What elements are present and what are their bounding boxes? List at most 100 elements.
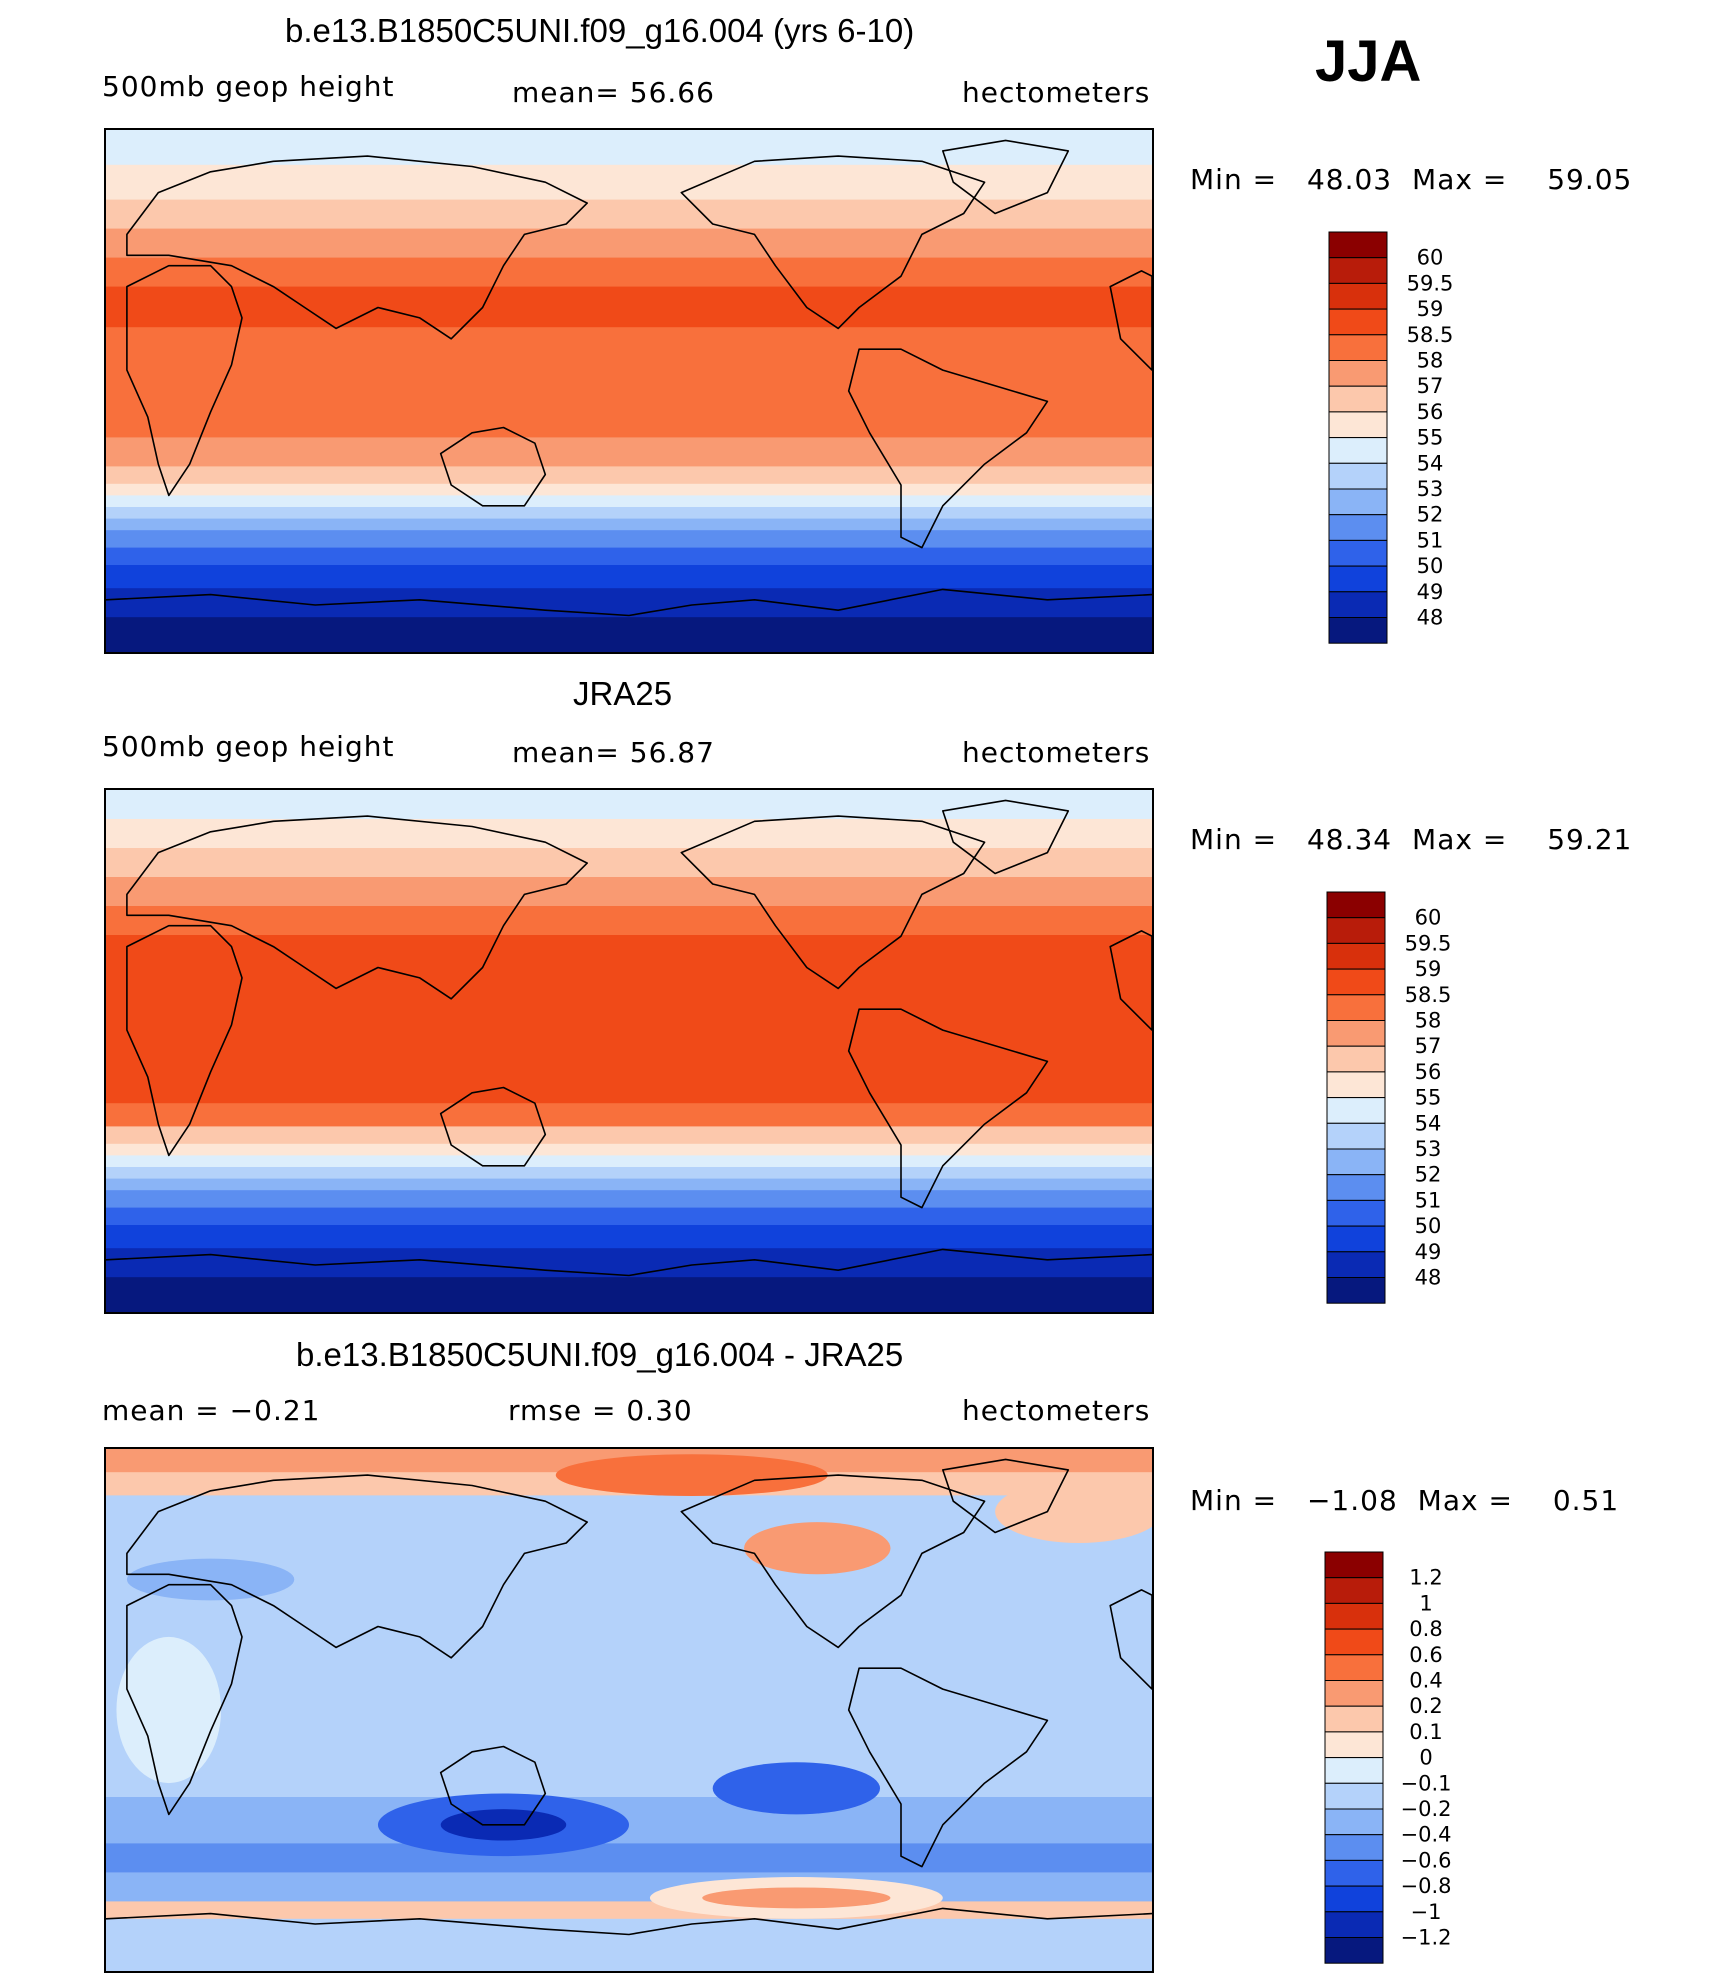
coastline bbox=[1109, 1589, 1152, 1690]
colorbar-tick-label: 52 bbox=[1417, 503, 1444, 527]
min-text: Min = bbox=[1190, 163, 1278, 196]
colorbar-swatch bbox=[1324, 1808, 1384, 1836]
colorbar-swatch bbox=[1326, 1020, 1386, 1047]
colorbar-swatch bbox=[1326, 1225, 1386, 1253]
map-contour-band bbox=[106, 327, 1152, 438]
map-contour-band bbox=[106, 199, 1152, 230]
coastline bbox=[1109, 270, 1152, 371]
colorbar-swatch bbox=[1326, 891, 1386, 919]
map-panel-obs bbox=[104, 788, 1154, 1314]
colorbar-tick-label: 48 bbox=[1417, 606, 1444, 630]
colorbar-tick-label: 56 bbox=[1415, 1060, 1442, 1084]
panel-rmse-label: rmse = 0.30 bbox=[508, 1394, 693, 1427]
coastline bbox=[680, 815, 986, 990]
colorbar-swatch bbox=[1324, 1551, 1384, 1579]
max-text: Max = bbox=[1417, 1484, 1513, 1517]
map-anomaly-region bbox=[744, 1522, 891, 1575]
map-contour-band bbox=[106, 164, 1152, 201]
colorbar-swatch bbox=[1328, 591, 1388, 618]
coastline bbox=[126, 155, 589, 340]
colorbar-tick-label: −0.2 bbox=[1401, 1797, 1452, 1821]
colorbar-tick-label: 55 bbox=[1415, 1086, 1442, 1110]
colorbar-swatch bbox=[1328, 282, 1388, 310]
colorbar-tick-label: −0.8 bbox=[1401, 1874, 1452, 1898]
colorbar-swatch bbox=[1328, 462, 1388, 490]
coastline bbox=[106, 1907, 1152, 1936]
map-contour-band bbox=[106, 1918, 1152, 1971]
map-svg bbox=[106, 130, 1152, 652]
colorbar-tick-label: 58.5 bbox=[1405, 983, 1452, 1007]
colorbar-tick-label: 53 bbox=[1417, 477, 1444, 501]
min-text: Min = bbox=[1190, 823, 1278, 856]
min-value: −1.08 bbox=[1306, 1484, 1398, 1517]
map-anomaly-region bbox=[702, 1887, 891, 1909]
map-contour-band bbox=[106, 1739, 1152, 1798]
colorbar-tick-label: 58.5 bbox=[1407, 323, 1454, 347]
map-contour-band bbox=[106, 617, 1152, 652]
colorbar-tick-label: 54 bbox=[1417, 451, 1444, 475]
colorbar-swatch bbox=[1328, 437, 1388, 464]
map-contour-band bbox=[106, 1155, 1152, 1168]
map-contour-band bbox=[106, 1872, 1152, 1902]
min-text: Min = bbox=[1190, 1484, 1278, 1517]
max-text: Max = bbox=[1412, 823, 1508, 856]
map-contour-band bbox=[106, 819, 1152, 849]
map-contour-band bbox=[106, 906, 1152, 936]
coastline bbox=[847, 1008, 1049, 1209]
min-max-readout: Min = 48.03 Max = 59.05 bbox=[1190, 163, 1632, 196]
map-contour-band bbox=[106, 1248, 1152, 1278]
map-panel-model bbox=[104, 128, 1154, 654]
coastline bbox=[106, 588, 1152, 617]
coastline bbox=[126, 1583, 243, 1816]
colorbar-tick-label: 59.5 bbox=[1405, 931, 1452, 955]
coastline bbox=[126, 264, 243, 497]
panel-mean-label: mean= 56.66 bbox=[512, 76, 715, 109]
coastline bbox=[439, 1086, 547, 1167]
colorbar-tick-label: 59.5 bbox=[1407, 271, 1454, 295]
map-contour-band bbox=[106, 1190, 1152, 1209]
colorbar-swatch bbox=[1328, 308, 1388, 336]
panel-units-label: hectometers bbox=[962, 736, 1151, 769]
colorbar-swatch bbox=[1326, 1277, 1386, 1304]
coastline bbox=[941, 139, 1070, 215]
map-contour-band bbox=[106, 530, 1152, 549]
min-value: 48.03 bbox=[1306, 163, 1393, 196]
coastline bbox=[680, 1474, 986, 1649]
colorbar-swatch bbox=[1324, 1680, 1384, 1707]
coastline bbox=[1109, 930, 1152, 1031]
colorbar-tick-label: 50 bbox=[1415, 1214, 1442, 1238]
colorbar-model: 60 59.5 59 58.5 58 57 56 55 54 53 52 51 50 49 48 bbox=[1328, 230, 1468, 644]
map-contour-band bbox=[106, 877, 1152, 907]
colorbar-swatch bbox=[1328, 411, 1388, 439]
map-contour-band bbox=[106, 1797, 1152, 1844]
panel-variable-label: 500mb geop height bbox=[102, 730, 395, 763]
colorbar-tick-label: 55 bbox=[1417, 426, 1444, 450]
colorbar-tick-label: 56 bbox=[1417, 400, 1444, 424]
colorbar-swatch bbox=[1328, 617, 1388, 644]
map-anomaly-region bbox=[712, 1762, 881, 1815]
panel-units-label: hectometers bbox=[962, 1394, 1151, 1427]
map-contour-band bbox=[106, 437, 1152, 467]
map-contour-band bbox=[106, 935, 1152, 977]
colorbar-diff: 1.2 1 0.8 0.6 0.4 0.2 0.1 0 −0.1 −0.2 −0.4 −0.6 −0.8… bbox=[1324, 1550, 1474, 1964]
panel-title-model: b.e13.B1850C5UNI.f09_g16.004 (yrs 6-10) bbox=[285, 12, 915, 49]
colorbar-tick-label: 0.8 bbox=[1409, 1617, 1442, 1641]
colorbar-tick-label: 1 bbox=[1419, 1591, 1432, 1615]
panel-mean-label: mean = −0.21 bbox=[102, 1394, 321, 1427]
colorbar-tick-label: 58 bbox=[1417, 349, 1444, 373]
colorbar-tick-label: 0.2 bbox=[1409, 1694, 1442, 1718]
colorbar-swatch bbox=[1328, 539, 1388, 567]
colorbar-tick-label: −0.1 bbox=[1401, 1771, 1452, 1795]
colorbar-tick-label: 51 bbox=[1415, 1188, 1442, 1212]
map-contour-band bbox=[106, 495, 1152, 508]
season-label: JJA bbox=[1315, 29, 1422, 94]
colorbar-swatch bbox=[1326, 1045, 1386, 1073]
colorbar-swatch bbox=[1324, 1602, 1384, 1630]
colorbar-tick-label: 51 bbox=[1417, 528, 1444, 552]
colorbar-swatch bbox=[1326, 1122, 1386, 1150]
colorbar-swatch bbox=[1324, 1782, 1384, 1810]
map-contour-band bbox=[106, 1225, 1152, 1249]
map-contour-band bbox=[106, 1143, 1152, 1156]
